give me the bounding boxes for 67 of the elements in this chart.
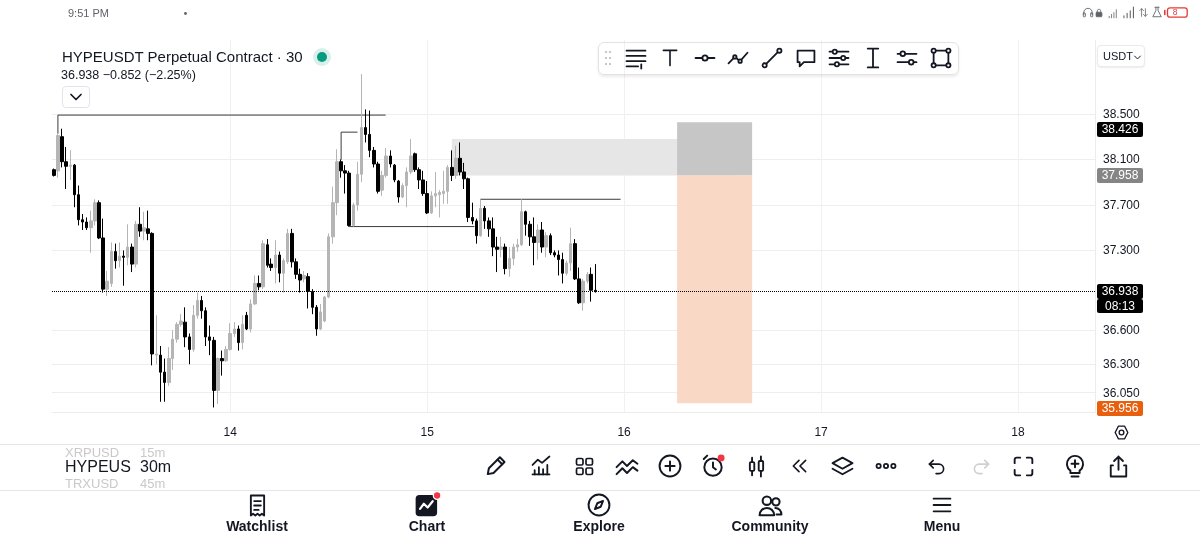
candlestick bbox=[261, 239, 265, 290]
candlestick bbox=[138, 206, 142, 238]
x-tick-label: 18 bbox=[1011, 425, 1025, 439]
candlestick bbox=[69, 149, 72, 181]
x-tick-label: 14 bbox=[223, 425, 238, 439]
x-tick-label: 17 bbox=[814, 425, 829, 439]
price-tag: 08:13 bbox=[1097, 299, 1143, 314]
y-tick-label: 36.050 bbox=[1103, 385, 1141, 400]
y-tick-label: 37.300 bbox=[1103, 243, 1141, 258]
candlestick bbox=[220, 350, 224, 377]
price-tag: 37.958 bbox=[1097, 168, 1143, 184]
text: 8 bbox=[1172, 7, 1178, 18]
y-tick-label: 38.100 bbox=[1103, 152, 1141, 167]
y-tick-label: 37.700 bbox=[1103, 197, 1141, 212]
candlestick bbox=[142, 211, 146, 241]
price-tag: 35.956 bbox=[1097, 400, 1143, 416]
text: Community bbox=[731, 518, 809, 534]
candlestick bbox=[274, 239, 277, 284]
candlestick bbox=[52, 168, 56, 178]
candlestick bbox=[503, 243, 507, 275]
candlestick bbox=[278, 251, 281, 283]
candlestick bbox=[85, 216, 88, 231]
candlestick bbox=[245, 311, 248, 331]
candlestick bbox=[130, 243, 134, 273]
text: Menu bbox=[923, 518, 961, 534]
price-tag: 36.938 bbox=[1097, 284, 1143, 300]
text: Explore bbox=[573, 518, 625, 534]
candlestick bbox=[237, 325, 240, 352]
candlestick bbox=[569, 227, 572, 272]
x-tick-label: 15 bbox=[420, 425, 435, 439]
text: Watchlist bbox=[226, 518, 288, 534]
text: 30m bbox=[140, 458, 172, 475]
candlestick bbox=[446, 164, 449, 205]
text: HYPEUSDT Perpetual Contract · 30 bbox=[62, 48, 303, 66]
candlestick bbox=[266, 238, 269, 269]
candlestick bbox=[561, 252, 564, 284]
price-tag: 38.426 bbox=[1097, 121, 1143, 137]
text: Chart bbox=[408, 518, 446, 534]
candlestick bbox=[544, 231, 548, 258]
candlestick bbox=[122, 249, 125, 287]
candlestick bbox=[499, 236, 503, 258]
candlestick bbox=[134, 220, 138, 269]
candlestick bbox=[536, 223, 540, 261]
y-tick-label: 38.500 bbox=[1103, 106, 1141, 121]
text: 36.938 −0.852 (−2.25%) bbox=[61, 67, 196, 82]
candlestick bbox=[159, 345, 162, 403]
candlestick bbox=[118, 242, 121, 269]
y-tick-label: 36.300 bbox=[1103, 357, 1141, 372]
candlestick bbox=[56, 132, 60, 179]
text: 9:51 PM bbox=[68, 6, 109, 19]
y-tick-label: 36.600 bbox=[1103, 323, 1141, 338]
text: HYPEUS bbox=[65, 458, 131, 475]
candlestick bbox=[549, 232, 552, 256]
candlestick bbox=[454, 145, 458, 180]
candlestick bbox=[479, 198, 482, 238]
candlestick bbox=[114, 243, 117, 270]
candlestick bbox=[302, 270, 306, 283]
candlestick bbox=[241, 314, 244, 350]
candlestick bbox=[540, 221, 544, 254]
candlestick bbox=[216, 356, 220, 405]
candlestick bbox=[508, 246, 511, 278]
candlestick bbox=[155, 314, 158, 365]
candlestick bbox=[126, 223, 129, 266]
x-tick-label: 16 bbox=[617, 425, 632, 439]
text: USDT bbox=[1103, 49, 1133, 62]
candlestick bbox=[450, 149, 454, 182]
candlestick bbox=[532, 216, 536, 266]
